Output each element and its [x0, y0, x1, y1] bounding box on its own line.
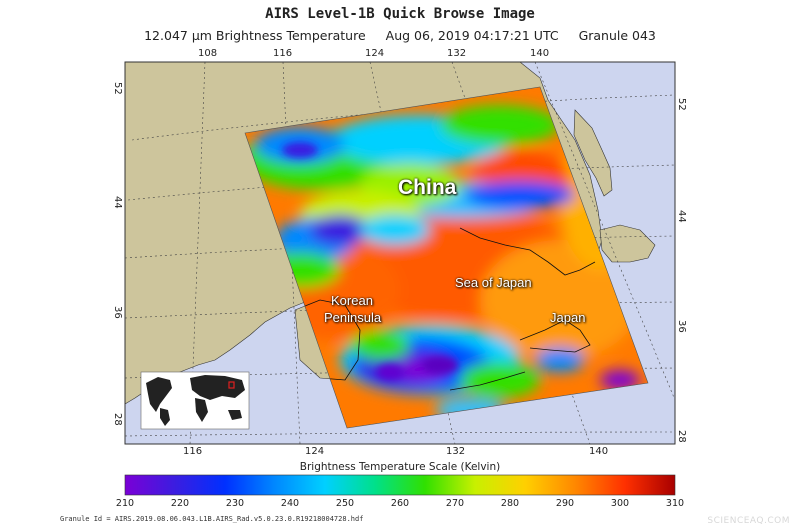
band-label: 12.047 µm Brightness Temperature	[144, 28, 366, 43]
sakhalin-island	[573, 109, 613, 197]
colorbar-tick-label: 240	[280, 498, 300, 509]
lat-tick-left: 36	[112, 306, 123, 319]
lat-tick-right: 36	[676, 320, 687, 333]
colorbar-tick-label: 210	[115, 498, 135, 509]
colorbar-tick-label: 230	[225, 498, 245, 509]
colorbar	[124, 474, 676, 496]
colorbar-tick-label: 220	[170, 498, 190, 509]
label-china: China	[398, 176, 457, 199]
colorbar-tick-label: 280	[500, 498, 520, 509]
datetime-label: Aug 06, 2019 04:17:21 UTC	[385, 28, 559, 43]
image-title: AIRS Level-1B Quick Browse Image	[265, 6, 535, 22]
lon-tick-top: 116	[273, 48, 293, 59]
lon-tick-top: 108	[198, 48, 218, 59]
colorbar-tick-label: 250	[335, 498, 355, 509]
lon-tick-top: 132	[447, 48, 467, 59]
label-peninsula: Peninsula	[324, 310, 382, 325]
lat-tick-left: 44	[112, 196, 123, 209]
colorbar-tick-label: 260	[390, 498, 410, 509]
watermark: SCIENCEAQ.COM	[707, 516, 790, 526]
lon-tick-bottom: 140	[589, 446, 609, 457]
lon-tick-bottom: 124	[305, 446, 325, 457]
label-sea-of-japan: Sea of Japan	[455, 275, 532, 290]
label-japan: Japan	[550, 310, 586, 325]
lon-tick-bottom: 132	[446, 446, 466, 457]
lat-tick-left: 28	[112, 413, 123, 426]
colorbar-tick-label: 310	[665, 498, 685, 509]
colorbar-title: Brightness Temperature Scale (Kelvin)	[299, 461, 501, 473]
lon-tick-top: 140	[530, 48, 550, 59]
lat-tick-left: 52	[112, 82, 123, 95]
image-subtitle: 12.047 µm Brightness Temperature Aug 06,…	[0, 28, 800, 43]
lat-tick-right: 52	[676, 98, 687, 111]
lon-tick-top: 124	[365, 48, 385, 59]
colorbar-tick-label: 300	[610, 498, 630, 509]
granule-id: Granule Id = AIRS.2019.08.06.043.L1B.AIR…	[60, 515, 364, 523]
inset-world-map	[140, 371, 250, 430]
colorbar-tick-label: 270	[445, 498, 465, 509]
lat-tick-right: 28	[676, 430, 687, 443]
granule-label: Granule 043	[578, 28, 656, 43]
lat-tick-right: 44	[676, 210, 687, 223]
label-korean: Korean	[331, 293, 373, 308]
colorbar-tick-label: 290	[555, 498, 575, 509]
lon-tick-bottom: 116	[183, 446, 203, 457]
